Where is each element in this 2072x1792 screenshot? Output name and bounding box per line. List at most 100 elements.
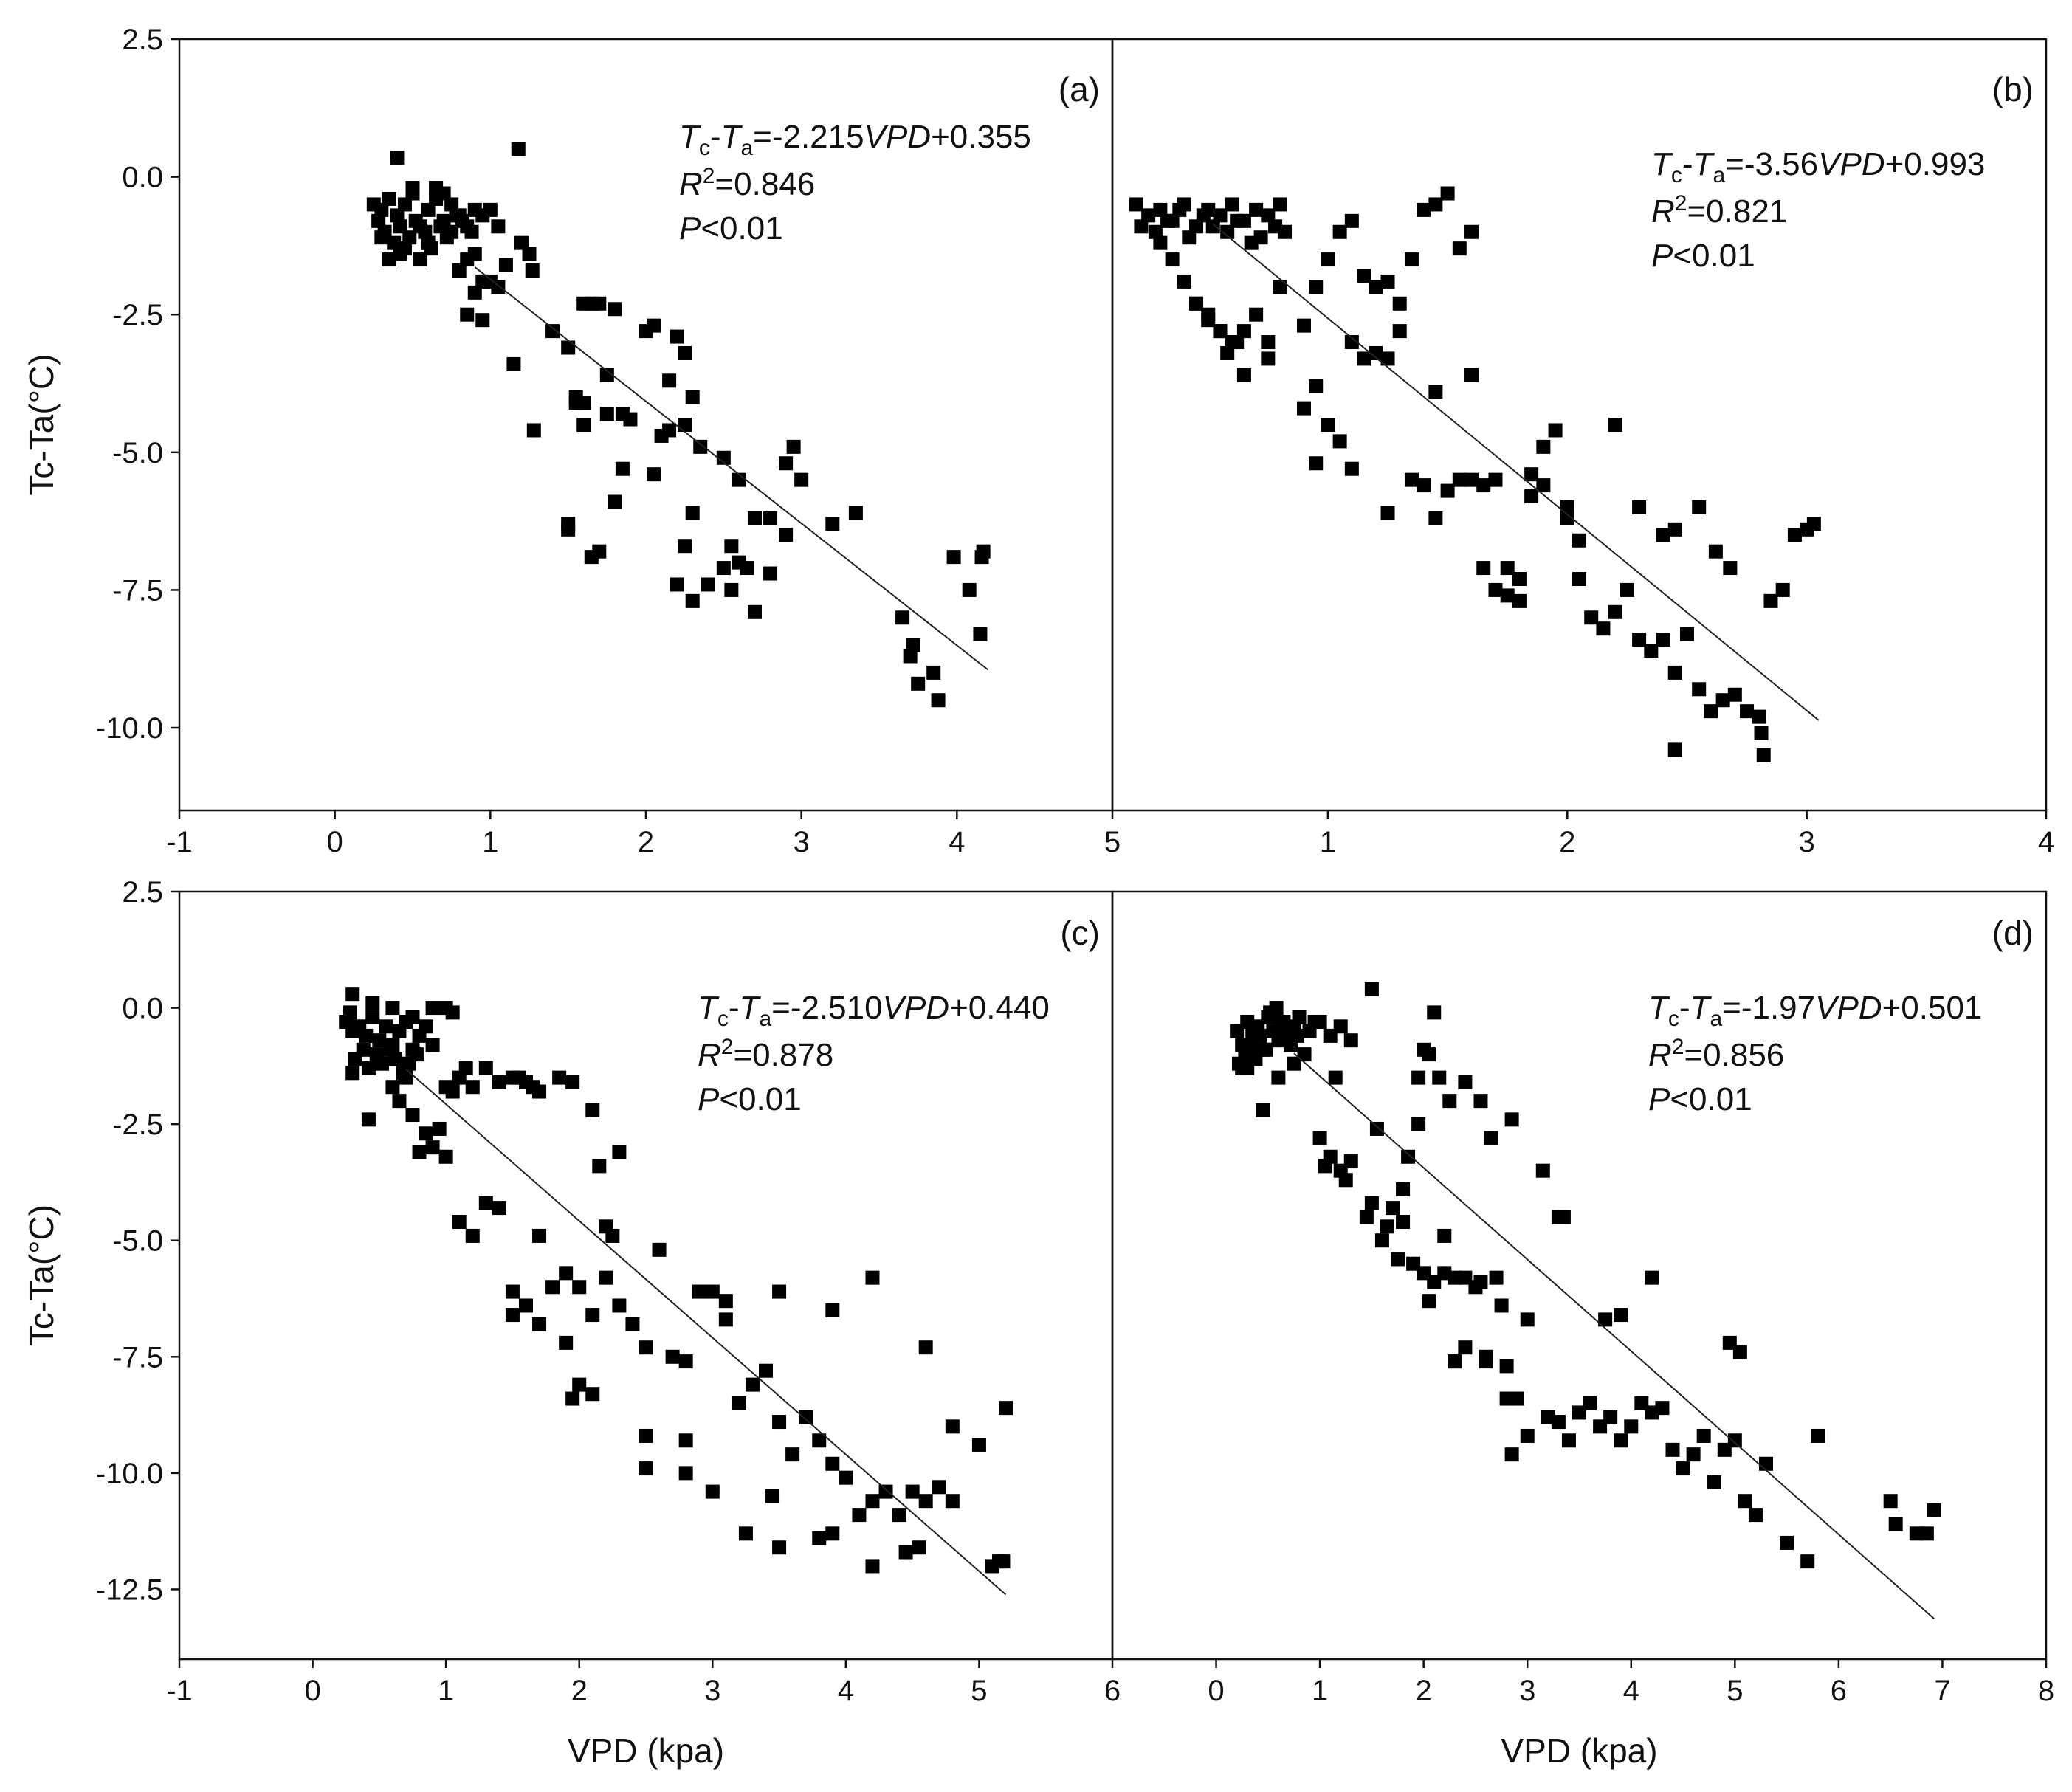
data-point <box>478 1196 493 1210</box>
data-point <box>1614 1308 1628 1323</box>
data-point <box>545 1280 560 1295</box>
data-point <box>505 1284 520 1299</box>
data-point <box>592 296 607 311</box>
regression-equation: Tc-Ta=-2.215VPD+0.355 <box>679 119 1031 160</box>
y-axis-title: Tc-Ta(°C) <box>22 1205 61 1346</box>
equation-rhs-var: VPD <box>1818 146 1885 182</box>
data-point <box>763 511 778 525</box>
data-point <box>393 219 407 234</box>
data-point <box>408 213 423 228</box>
data-point <box>1740 704 1755 719</box>
data-point <box>678 1354 693 1369</box>
data-point <box>685 506 700 520</box>
data-point <box>701 577 715 592</box>
panel-c: -1 0 1 2 3 4 5 6 2.5 0.0 -2.5 -5.0 -7.5 -10.0 -12.5 (c)… <box>22 876 1121 1770</box>
data-point <box>1236 368 1251 382</box>
data-point <box>1520 1428 1535 1443</box>
data-point <box>732 472 746 487</box>
data-point <box>1732 1345 1747 1359</box>
data-point <box>1422 1047 1436 1062</box>
data-point <box>1312 1131 1327 1145</box>
data-point <box>1417 478 1431 493</box>
data-point <box>812 1433 827 1448</box>
data-point <box>438 1149 453 1164</box>
data-point <box>945 1419 960 1434</box>
data-point <box>514 235 529 250</box>
x-axis-title: VPD (kpa) <box>1501 1731 1657 1770</box>
data-point <box>1323 1149 1338 1164</box>
equation-lhs-1: T <box>679 119 701 155</box>
equation-lhs-2-sub: a <box>759 1007 771 1031</box>
data-point <box>1464 224 1479 239</box>
data-point <box>599 368 614 382</box>
r-squared-value: =0.878 <box>733 1037 833 1073</box>
data-point <box>905 1484 920 1499</box>
data-point <box>1473 1094 1488 1109</box>
equation-rhs-1: =-2.510 <box>771 990 882 1026</box>
data-point <box>1261 351 1276 366</box>
x-tick-label: 4 <box>838 1675 854 1707</box>
data-point <box>1411 1070 1426 1085</box>
y-tick-label: 0.0 <box>122 162 163 194</box>
data-point <box>418 224 433 239</box>
data-point <box>409 1047 424 1062</box>
x-tick-label: 3 <box>794 826 810 858</box>
equation-rhs-var: VPD <box>883 990 949 1026</box>
data-point <box>1369 345 1383 360</box>
data-point <box>1708 544 1723 559</box>
data-point <box>772 1284 787 1299</box>
panel-label: (a) <box>1059 70 1100 108</box>
data-point <box>738 1526 753 1541</box>
data-point <box>413 252 428 267</box>
data-point <box>705 1284 720 1299</box>
data-point <box>1676 1461 1690 1476</box>
data-point <box>1153 202 1168 217</box>
equation-minus: - <box>710 119 721 155</box>
data-point <box>1359 1210 1374 1224</box>
data-point <box>585 1308 600 1323</box>
data-point <box>388 1052 403 1066</box>
data-point <box>895 610 910 625</box>
data-point <box>1432 1070 1447 1085</box>
data-point <box>1428 385 1443 399</box>
data-point <box>1596 621 1611 636</box>
r-squared: R2=0.878 <box>698 1035 833 1073</box>
data-point <box>1338 1173 1353 1188</box>
y-tick-label: -10.0 <box>96 712 163 745</box>
data-point <box>1448 1354 1462 1369</box>
equation-lhs-2: T <box>721 119 743 155</box>
data-point <box>1259 1042 1273 1057</box>
equation-rhs-1: =-1.97 <box>1722 990 1815 1026</box>
data-point <box>785 1447 800 1462</box>
data-point <box>747 604 762 619</box>
data-point <box>1754 726 1769 740</box>
data-point <box>492 1075 506 1089</box>
x-tick-label: 4 <box>949 826 965 858</box>
data-point <box>405 181 420 196</box>
data-point <box>740 561 754 576</box>
data-point <box>647 318 661 333</box>
data-point <box>1249 202 1264 217</box>
data-point <box>1608 418 1622 432</box>
data-point <box>1759 1456 1773 1471</box>
data-point <box>1464 368 1479 382</box>
data-point <box>1332 434 1347 449</box>
data-point <box>705 1484 720 1499</box>
data-point <box>421 202 436 217</box>
data-point <box>518 1298 533 1313</box>
data-point <box>532 1084 547 1099</box>
data-point <box>1888 1517 1903 1531</box>
data-point <box>1213 208 1228 223</box>
data-point <box>623 412 638 427</box>
data-point <box>565 1075 580 1089</box>
data-point <box>1608 604 1622 619</box>
x-tick-label: 5 <box>1727 1675 1743 1707</box>
data-point <box>1561 1433 1576 1448</box>
data-point <box>532 1317 547 1331</box>
data-point <box>1343 1154 1358 1169</box>
data-point <box>1309 280 1324 294</box>
data-point <box>532 1228 547 1243</box>
data-point <box>1488 472 1503 487</box>
data-point <box>1422 1294 1436 1309</box>
data-point <box>1290 1028 1304 1043</box>
